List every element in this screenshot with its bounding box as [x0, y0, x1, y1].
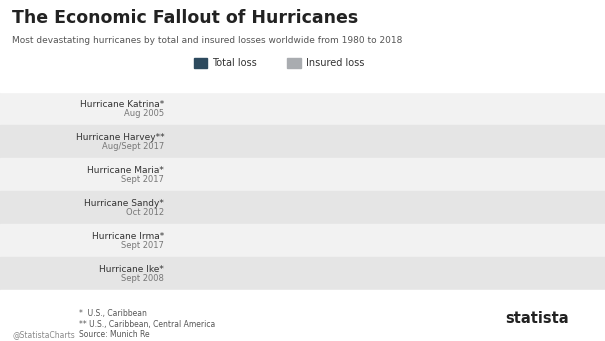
Text: $33.4b: $33.4b: [242, 241, 272, 250]
Bar: [169, 264, 249, 273]
Bar: [0, 257, 605, 290]
Text: Insured loss: Insured loss: [306, 58, 364, 68]
Text: $38.0b: $38.0b: [252, 264, 282, 273]
Bar: [169, 240, 239, 250]
Text: Sept 2008: Sept 2008: [122, 274, 165, 283]
Text: Aug/Sept 2017: Aug/Sept 2017: [102, 142, 165, 151]
Text: Hurricane Irma*: Hurricane Irma*: [92, 232, 165, 241]
Text: Oct 2012: Oct 2012: [126, 208, 165, 217]
Bar: [169, 207, 231, 217]
Bar: [169, 99, 430, 108]
Text: Hurricane Katrina*: Hurricane Katrina*: [80, 100, 165, 109]
Bar: [0, 92, 605, 125]
Text: Hurricane Maria*: Hurricane Maria*: [88, 166, 165, 175]
Bar: [169, 175, 232, 184]
Text: $18.5b: $18.5b: [211, 274, 241, 283]
Text: Total loss: Total loss: [212, 58, 257, 68]
Text: Hurricane Harvey**: Hurricane Harvey**: [76, 133, 165, 142]
Bar: [169, 108, 296, 118]
Text: $29.2b: $29.2b: [234, 208, 263, 217]
Bar: [169, 231, 296, 240]
Text: $60.5b: $60.5b: [299, 109, 329, 118]
Text: ** U.S., Caribbean, Central America: ** U.S., Caribbean, Central America: [79, 320, 215, 328]
Text: statista: statista: [505, 311, 569, 326]
Text: $125.0b: $125.0b: [433, 99, 469, 108]
Text: Aug 2005: Aug 2005: [124, 109, 165, 118]
Text: $30.0b: $30.0b: [235, 142, 265, 151]
Text: @StatistaCharts: @StatistaCharts: [12, 330, 75, 339]
Bar: [0, 191, 605, 224]
Bar: [169, 142, 232, 151]
Bar: [0, 125, 605, 158]
Text: $60.6b: $60.6b: [299, 231, 329, 240]
Text: Source: Munich Re: Source: Munich Re: [79, 330, 149, 339]
Bar: [0, 158, 605, 191]
Text: *  U.S., Caribbean: * U.S., Caribbean: [79, 309, 146, 317]
Text: Most devastating hurricanes by total and insured losses worldwide from 1980 to 2: Most devastating hurricanes by total and…: [12, 36, 402, 45]
Text: Sept 2017: Sept 2017: [122, 241, 165, 250]
Text: Sept 2017: Sept 2017: [122, 175, 165, 184]
Bar: [169, 197, 312, 207]
Bar: [169, 165, 313, 175]
Text: $68.6b: $68.6b: [316, 165, 346, 174]
Text: Hurricane Sandy*: Hurricane Sandy*: [85, 199, 165, 208]
Bar: [169, 132, 368, 142]
Text: The Economic Fallout of Hurricanes: The Economic Fallout of Hurricanes: [12, 9, 358, 27]
Bar: [169, 273, 208, 283]
Text: $95.0b: $95.0b: [371, 132, 401, 141]
Bar: [0, 224, 605, 257]
Text: Hurricane Ike*: Hurricane Ike*: [99, 265, 165, 273]
Text: $29.9b: $29.9b: [235, 175, 265, 184]
Text: $68.4b: $68.4b: [315, 198, 345, 207]
